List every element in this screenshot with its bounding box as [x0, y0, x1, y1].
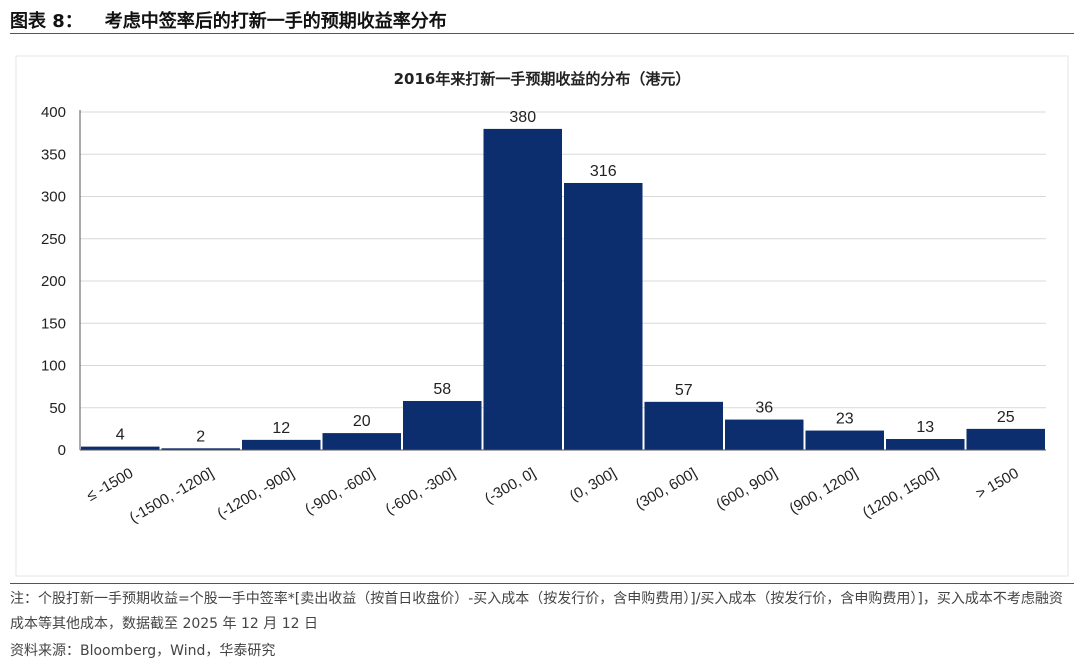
- bar-value-label: 13: [916, 419, 934, 436]
- chart-frame: [15, 55, 1069, 577]
- x-tick-label: (0, 300]: [567, 465, 620, 505]
- bar: [81, 446, 160, 450]
- bar-value-label: 2: [196, 428, 205, 445]
- bar-value-label: 58: [433, 381, 451, 398]
- x-tick-label: (-600, -300]: [383, 465, 459, 518]
- y-tick-label: 350: [41, 146, 66, 163]
- y-tick-label: 100: [41, 358, 66, 375]
- chart-container: 2016年来打新一手预期收益的分布（港元） 0 50 100 150 200 250 300…: [10, 36, 1074, 581]
- x-tick-label: (-900, -600]: [302, 465, 378, 518]
- y-tick-label: 150: [41, 315, 66, 332]
- bar: [483, 128, 562, 450]
- bar-value-label: 4: [116, 427, 125, 444]
- figure-header: 图表 8： 考虑中签率后的打新一手的预期收益率分布: [10, 6, 1074, 34]
- bar: [966, 428, 1045, 450]
- header-rule: [10, 33, 1074, 34]
- x-tick-label: (600, 900]: [713, 465, 780, 514]
- bar: [886, 439, 965, 450]
- y-tick-label: 250: [41, 231, 66, 248]
- x-tick-label: ≤ -1500: [84, 465, 136, 505]
- bar-value-label: 36: [755, 400, 773, 417]
- bar: [322, 433, 401, 450]
- y-tick-label: 200: [41, 273, 66, 290]
- bar: [564, 182, 643, 451]
- x-tick-label: (-300, 0]: [482, 465, 539, 508]
- figure-title: 考虑中签率后的打新一手的预期收益率分布: [104, 11, 447, 32]
- bar: [403, 400, 482, 450]
- bar: [644, 401, 723, 450]
- source-note: 资料来源：Bloomberg，Wind，华泰研究: [10, 643, 276, 659]
- bar-value-label: 23: [836, 411, 854, 428]
- bar: [161, 448, 240, 450]
- x-tick-label: (900, 1200]: [787, 465, 861, 518]
- bar: [725, 419, 804, 450]
- y-tick-label: 400: [41, 104, 66, 121]
- y-tick-label: 300: [41, 189, 66, 206]
- x-tick-label: (1200, 1500]: [860, 465, 941, 522]
- bar-chart: 2016年来打新一手预期收益的分布（港元） 0 50 100 150 200 250 300…: [15, 55, 1069, 577]
- bar-value-label: 12: [272, 420, 290, 437]
- chart-title: 2016年来打新一手预期收益的分布（港元）: [394, 70, 691, 88]
- bar-value-label: 316: [590, 163, 617, 180]
- bar-value-label: 20: [353, 413, 371, 430]
- bar: [242, 439, 321, 450]
- x-tick-label: (300, 600]: [633, 465, 700, 514]
- figure-label: 图表 8：: [10, 11, 83, 32]
- bar-value-label: 25: [997, 409, 1015, 426]
- bar: [805, 430, 884, 450]
- gridlines: [80, 111, 1046, 409]
- axes: [79, 110, 1046, 451]
- x-tick-label: > 1500: [973, 465, 1022, 503]
- x-tick-label: (-1200, -900]: [214, 465, 297, 523]
- x-tick-label: (-1500, -1200]: [127, 465, 217, 527]
- footnote: 注：个股打新一手预期收益=个股一手中签率*[卖出收益（按首日收盘价）-买入成本（…: [10, 591, 1063, 632]
- bar-value-label: 380: [509, 109, 536, 126]
- y-tick-label: 0: [58, 442, 66, 459]
- bar-value-label: 57: [675, 382, 693, 399]
- y-tick-label: 50: [49, 400, 66, 417]
- bars: [81, 128, 1045, 451]
- footer-rule: [10, 583, 1074, 584]
